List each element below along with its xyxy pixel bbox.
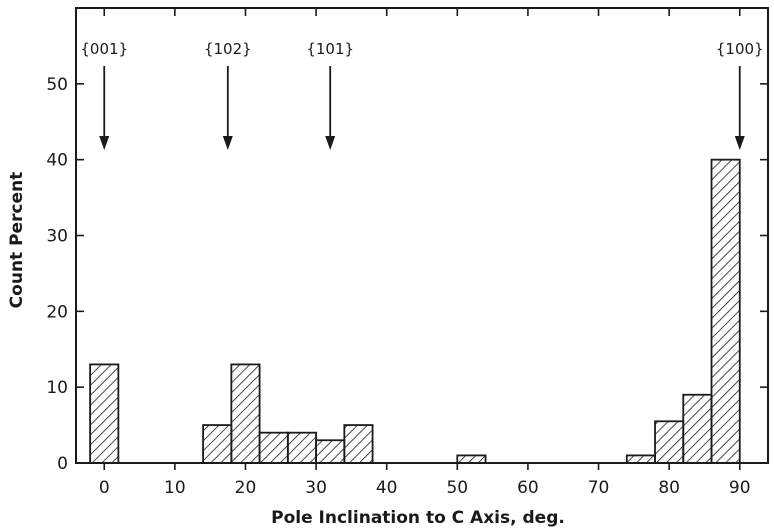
y-axis-title: Count Percent: [7, 172, 27, 309]
annotations-group: {001} {102} {101} {100}: [80, 40, 764, 150]
y-tick-label: 30: [46, 227, 68, 247]
bar-9: [654, 420, 685, 464]
y-tick-label: 50: [46, 75, 68, 95]
bar-0: [89, 363, 120, 464]
x-tick-label: 80: [658, 478, 680, 498]
bar-6: [343, 424, 374, 464]
plot-frame: [75, 7, 769, 464]
x-tick-label: 60: [517, 478, 539, 498]
bars-group: [89, 158, 741, 464]
bar-8: [625, 454, 656, 464]
y-tick-label: 10: [46, 378, 68, 398]
x-tick-label: 90: [729, 478, 751, 498]
annotation-arrowhead: [222, 136, 233, 150]
bar-2: [230, 363, 261, 464]
y-tick-label: 0: [57, 454, 68, 474]
x-axis: 0 10 20 30 40 50 60 70 80 90: [99, 8, 751, 498]
x-tick-label: 0: [99, 478, 110, 498]
annotation-label: {001}: [80, 40, 128, 58]
plot-border: [75, 7, 769, 464]
bar-10: [682, 393, 713, 464]
x-tick-label: 40: [376, 478, 398, 498]
y-axis: 0 10 20 30 40 50: [46, 75, 768, 474]
x-tick-label: 10: [164, 478, 186, 498]
x-tick-label: 20: [235, 478, 257, 498]
annotation-label: {101}: [306, 40, 354, 58]
y-tick-label: 20: [46, 302, 68, 322]
x-tick-label: 30: [305, 478, 327, 498]
bar-1: [202, 424, 233, 464]
annotation-label: {100}: [716, 40, 764, 58]
bar-5: [315, 439, 346, 464]
annotation-label: {102}: [204, 40, 252, 58]
bar-11: [710, 158, 741, 464]
annotation-arrowhead: [325, 136, 336, 150]
y-tick-label: 40: [46, 151, 68, 171]
annotation-arrowhead: [734, 136, 745, 150]
x-tick-label: 70: [588, 478, 610, 498]
annotation-arrowhead: [99, 136, 110, 150]
x-axis-title: Pole Inclination to C Axis, deg.: [271, 508, 565, 528]
bar-7: [456, 454, 487, 464]
x-tick-label: 50: [446, 478, 468, 498]
bar-3: [258, 431, 289, 464]
bar-4: [286, 431, 317, 464]
